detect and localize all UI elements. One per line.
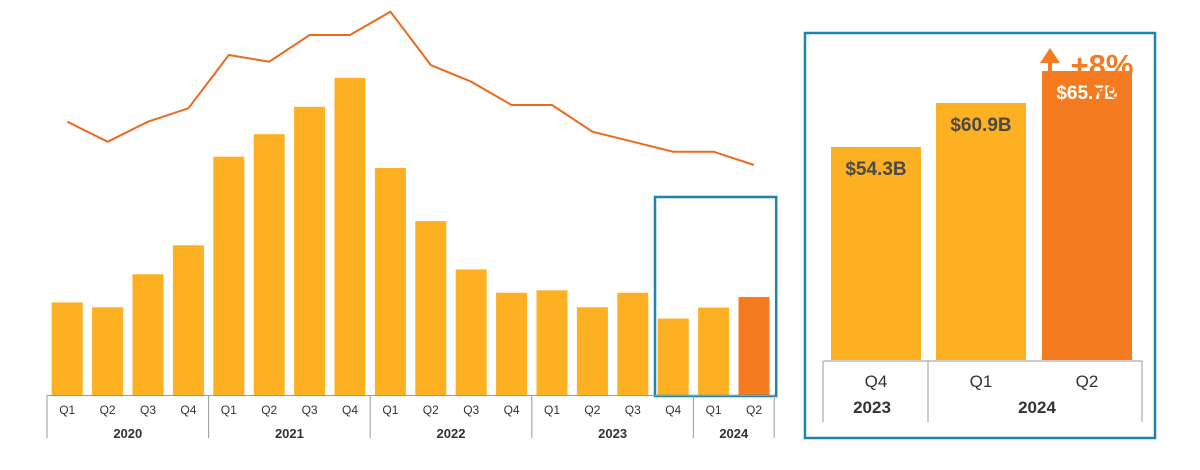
zoom-tick-label: Q2 [1076,372,1099,391]
bar-10 [455,269,487,395]
x-tick-label: Q3 [302,403,318,417]
growth-label: +8% [1071,48,1134,83]
year-label: 2023 [598,426,627,441]
x-tick-label: Q1 [382,403,398,417]
zoom-border [803,31,1157,440]
bar-0 [51,302,83,395]
bar-16 [698,307,730,395]
bar-14 [617,292,649,395]
x-tick-label: Q4 [342,403,358,417]
growth-sublabel: QoQ [1087,82,1117,98]
value-label: $54.3B [845,159,906,180]
arrowhead-icon [1040,48,1060,63]
bar-13 [576,307,608,395]
x-tick-label: Q1 [221,403,237,417]
x-tick-label: Q1 [59,403,75,417]
value-label: $60.9B [950,115,1011,136]
bar-8 [374,167,406,395]
bar-4 [213,156,245,395]
x-tick-label: Q1 [544,403,560,417]
bar-2 [132,274,164,395]
x-tick-label: Q3 [625,403,641,417]
bar-17 [738,296,770,395]
bar-12 [536,290,568,395]
zoom-bar-1 [936,102,1026,360]
x-tick-label: Q3 [140,403,156,417]
x-tick-label: Q2 [100,403,116,417]
zoom-tick-label: Q4 [865,372,888,391]
bar-1 [92,307,124,395]
zoom-bar-2 [1042,70,1132,360]
quarterly-chart: Q1 Q2 Q3 Q4 2020 Q1 Q2 Q3 Q4 2021 Q1 Q2 Q3 Q4 2022 Q1 Q2… [46,10,778,441]
value-label: $65.7B [1056,83,1117,104]
x-tick-label: Q4 [180,403,196,417]
bar-6 [294,106,326,395]
x-tick-label: Q4 [504,403,520,417]
x-tick-label: Q2 [746,403,762,417]
year-label: 2021 [275,426,304,441]
x-tick-label: Q2 [423,403,439,417]
zoom-tick-label: Q1 [970,372,993,391]
zoom-bar-0 [831,147,921,360]
zoom-year-label: 2023 [853,398,891,417]
bar-5 [253,134,285,395]
bar-15 [657,318,689,395]
trend-line [66,10,755,166]
bar-9 [415,221,447,395]
year-label: 2024 [719,426,749,441]
year-label: 2020 [113,426,142,441]
x-tick-label: Q2 [584,403,600,417]
year-label: 2022 [437,426,466,441]
bar-11 [496,292,528,395]
zoom-year-label: 2024 [1018,398,1056,417]
bar-7 [334,77,366,395]
x-tick-label: Q1 [706,403,722,417]
zoom-panel: $54.3B $60.9B $65.7B Q4 Q1 Q2 2023 2024 +8%QoQ [803,31,1157,440]
bar-3 [172,245,204,395]
x-tick-label: Q3 [463,403,479,417]
x-tick-label: Q2 [261,403,277,417]
x-tick-label: Q4 [665,403,681,417]
